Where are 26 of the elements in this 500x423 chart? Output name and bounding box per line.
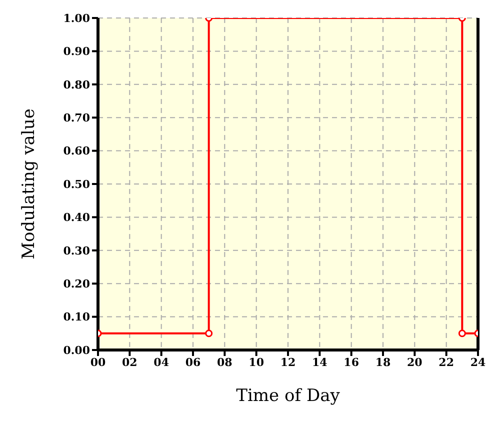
y-tick-label: 0.70 (63, 112, 90, 125)
y-tick-label: 0.60 (63, 144, 90, 158)
x-tick-label: 12 (280, 356, 296, 369)
x-tick-label: 14 (312, 356, 328, 369)
x-tick-label: 04 (154, 356, 170, 369)
y-tick-label: 0.10 (63, 310, 90, 324)
y-tick-label: 0.50 (63, 178, 90, 191)
y-tick-label: 0.80 (63, 78, 90, 92)
x-tick-label: 10 (248, 356, 264, 369)
y-tick-label: 0.40 (63, 211, 90, 224)
y-tick-label: 1.00 (63, 12, 90, 25)
x-tick-label: 06 (185, 356, 201, 369)
x-tick-label: 08 (217, 356, 233, 369)
x-tick-label: 02 (122, 356, 138, 369)
x-tick-label: 22 (438, 356, 454, 369)
x-tick-label: 24 (470, 356, 486, 369)
y-tick-label: 0.90 (63, 45, 90, 58)
x-tick-label: 20 (407, 356, 423, 369)
x-axis-title: Time of Day (236, 386, 340, 406)
x-tick-label: 00 (90, 356, 106, 369)
y-tick-label: 0.30 (63, 244, 90, 258)
x-tick-label: 18 (375, 356, 391, 369)
y-axis-title: Modulating value (19, 108, 40, 260)
x-tick-label: 16 (344, 356, 360, 369)
y-tick-label: 0.20 (63, 278, 90, 291)
y-tick-label: 0.00 (63, 344, 90, 357)
